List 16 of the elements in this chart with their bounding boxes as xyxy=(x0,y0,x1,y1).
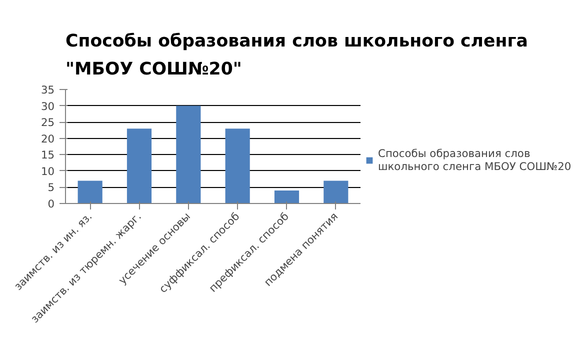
bar xyxy=(126,128,152,204)
bar xyxy=(78,180,102,204)
bar xyxy=(225,128,250,204)
y-tick-label: 20 xyxy=(40,132,55,146)
y-tick-label: 30 xyxy=(40,100,55,113)
y-tick-label: 15 xyxy=(40,148,55,162)
y-tick-label: 35 xyxy=(40,84,55,96)
y-tick-label: 25 xyxy=(40,116,55,130)
legend-label: Способы образования слов школьного сленга МБОУ СОШ№20 xyxy=(378,147,572,173)
bar xyxy=(274,190,300,204)
y-tick-label: 0 xyxy=(48,198,55,210)
chart-title: Способы образования слов школьного сленга "МБОУ СОШ№20" xyxy=(66,32,528,80)
y-tick-label: 5 xyxy=(48,181,54,194)
y-tick-label: 10 xyxy=(40,164,55,178)
bar xyxy=(176,106,201,204)
bar xyxy=(324,180,348,204)
